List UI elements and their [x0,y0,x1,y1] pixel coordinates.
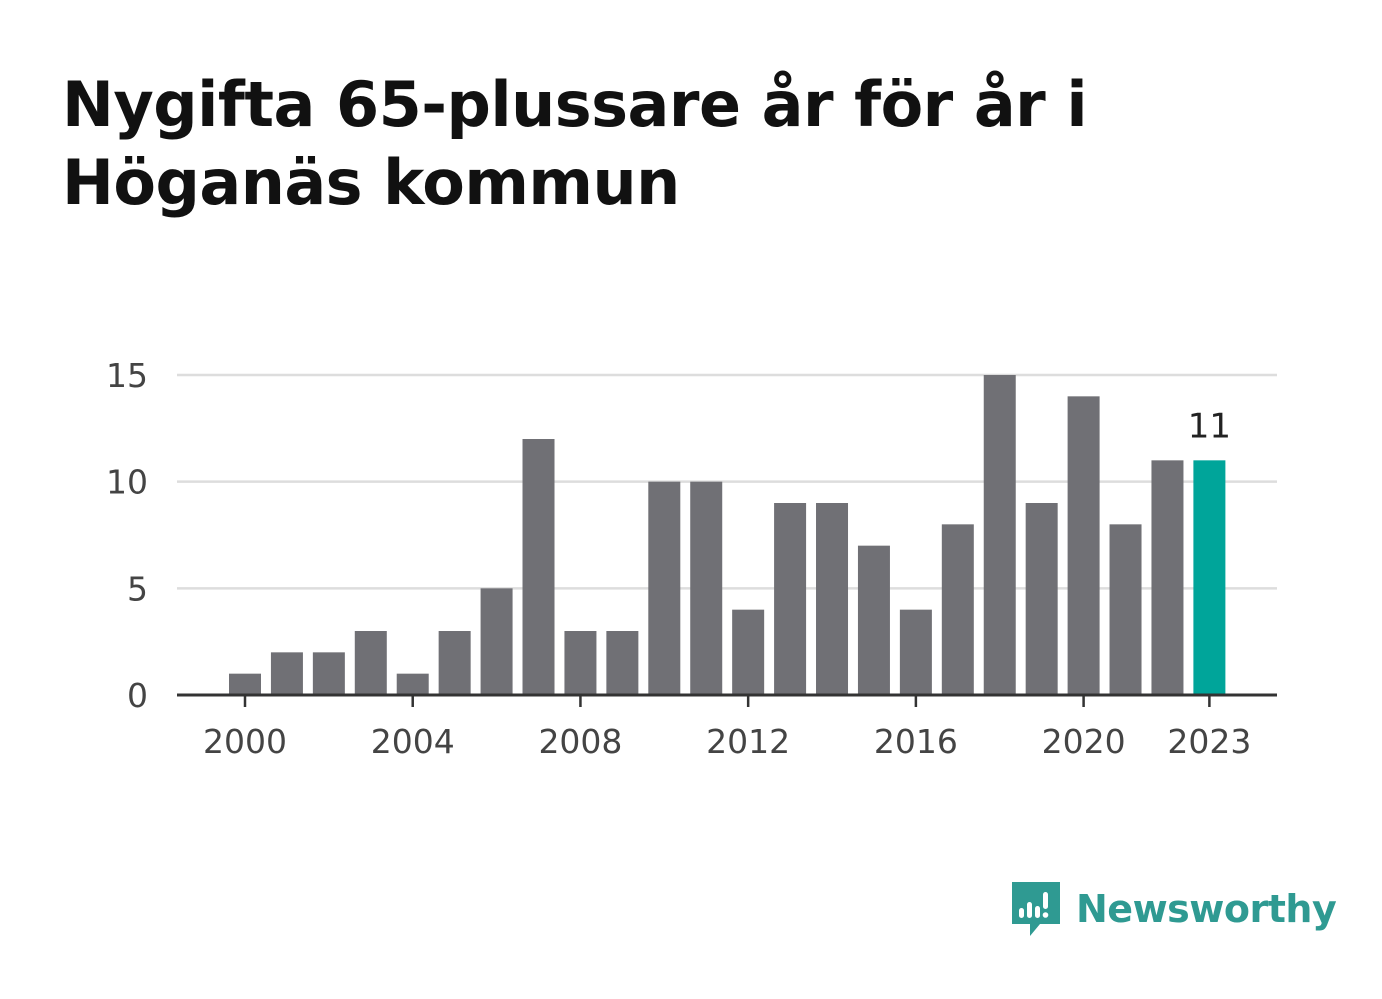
x-tick-label-2012: 2012 [706,722,790,761]
bar-2004 [396,673,429,695]
bar-2013 [774,503,807,695]
y-tick-label-5: 5 [127,569,148,608]
bar-2014 [816,503,849,695]
bar-2011 [690,481,723,695]
bar-2021 [1109,524,1142,695]
bar-2020 [1067,396,1100,695]
bar-2009 [606,631,639,695]
bar-2007 [522,439,555,695]
bar-2010 [648,481,681,695]
bar-2003 [354,631,387,695]
bar-2022 [1151,460,1184,695]
newsworthy-bar-chart-icon [1012,882,1060,936]
x-tick-label-2000: 2000 [203,722,287,761]
x-tick-label-2004: 2004 [371,722,455,761]
y-tick-label-10: 10 [106,463,148,502]
bar-2015 [857,545,890,695]
x-tick-label-2008: 2008 [538,722,622,761]
bar-2018 [983,375,1016,695]
bar-2012 [732,609,765,695]
newsworthy-logo: Newsworthy [1010,878,1337,940]
x-tick-label-2023: 2023 [1167,722,1251,761]
bar-2001 [270,652,303,695]
bar-2017 [941,524,974,695]
y-tick-label-15: 15 [106,356,148,395]
logo-text: Newsworthy [1076,887,1337,931]
x-tick-label-2020: 2020 [1042,722,1126,761]
bar-2006 [480,588,513,695]
bar-2008 [564,631,597,695]
bar-2000 [229,673,261,695]
bar-2023 [1193,460,1226,695]
bar-2019 [1025,503,1058,695]
bar-2016 [899,609,932,695]
x-tick-label-2016: 2016 [874,722,958,761]
y-tick-label-0: 0 [127,676,148,715]
data-label-2023: 11 [1188,406,1231,446]
chart-title: Nygifta 65-plussare år för år i Höganäs … [62,68,1088,219]
bar-2005 [438,631,471,695]
bar-2002 [312,652,345,695]
